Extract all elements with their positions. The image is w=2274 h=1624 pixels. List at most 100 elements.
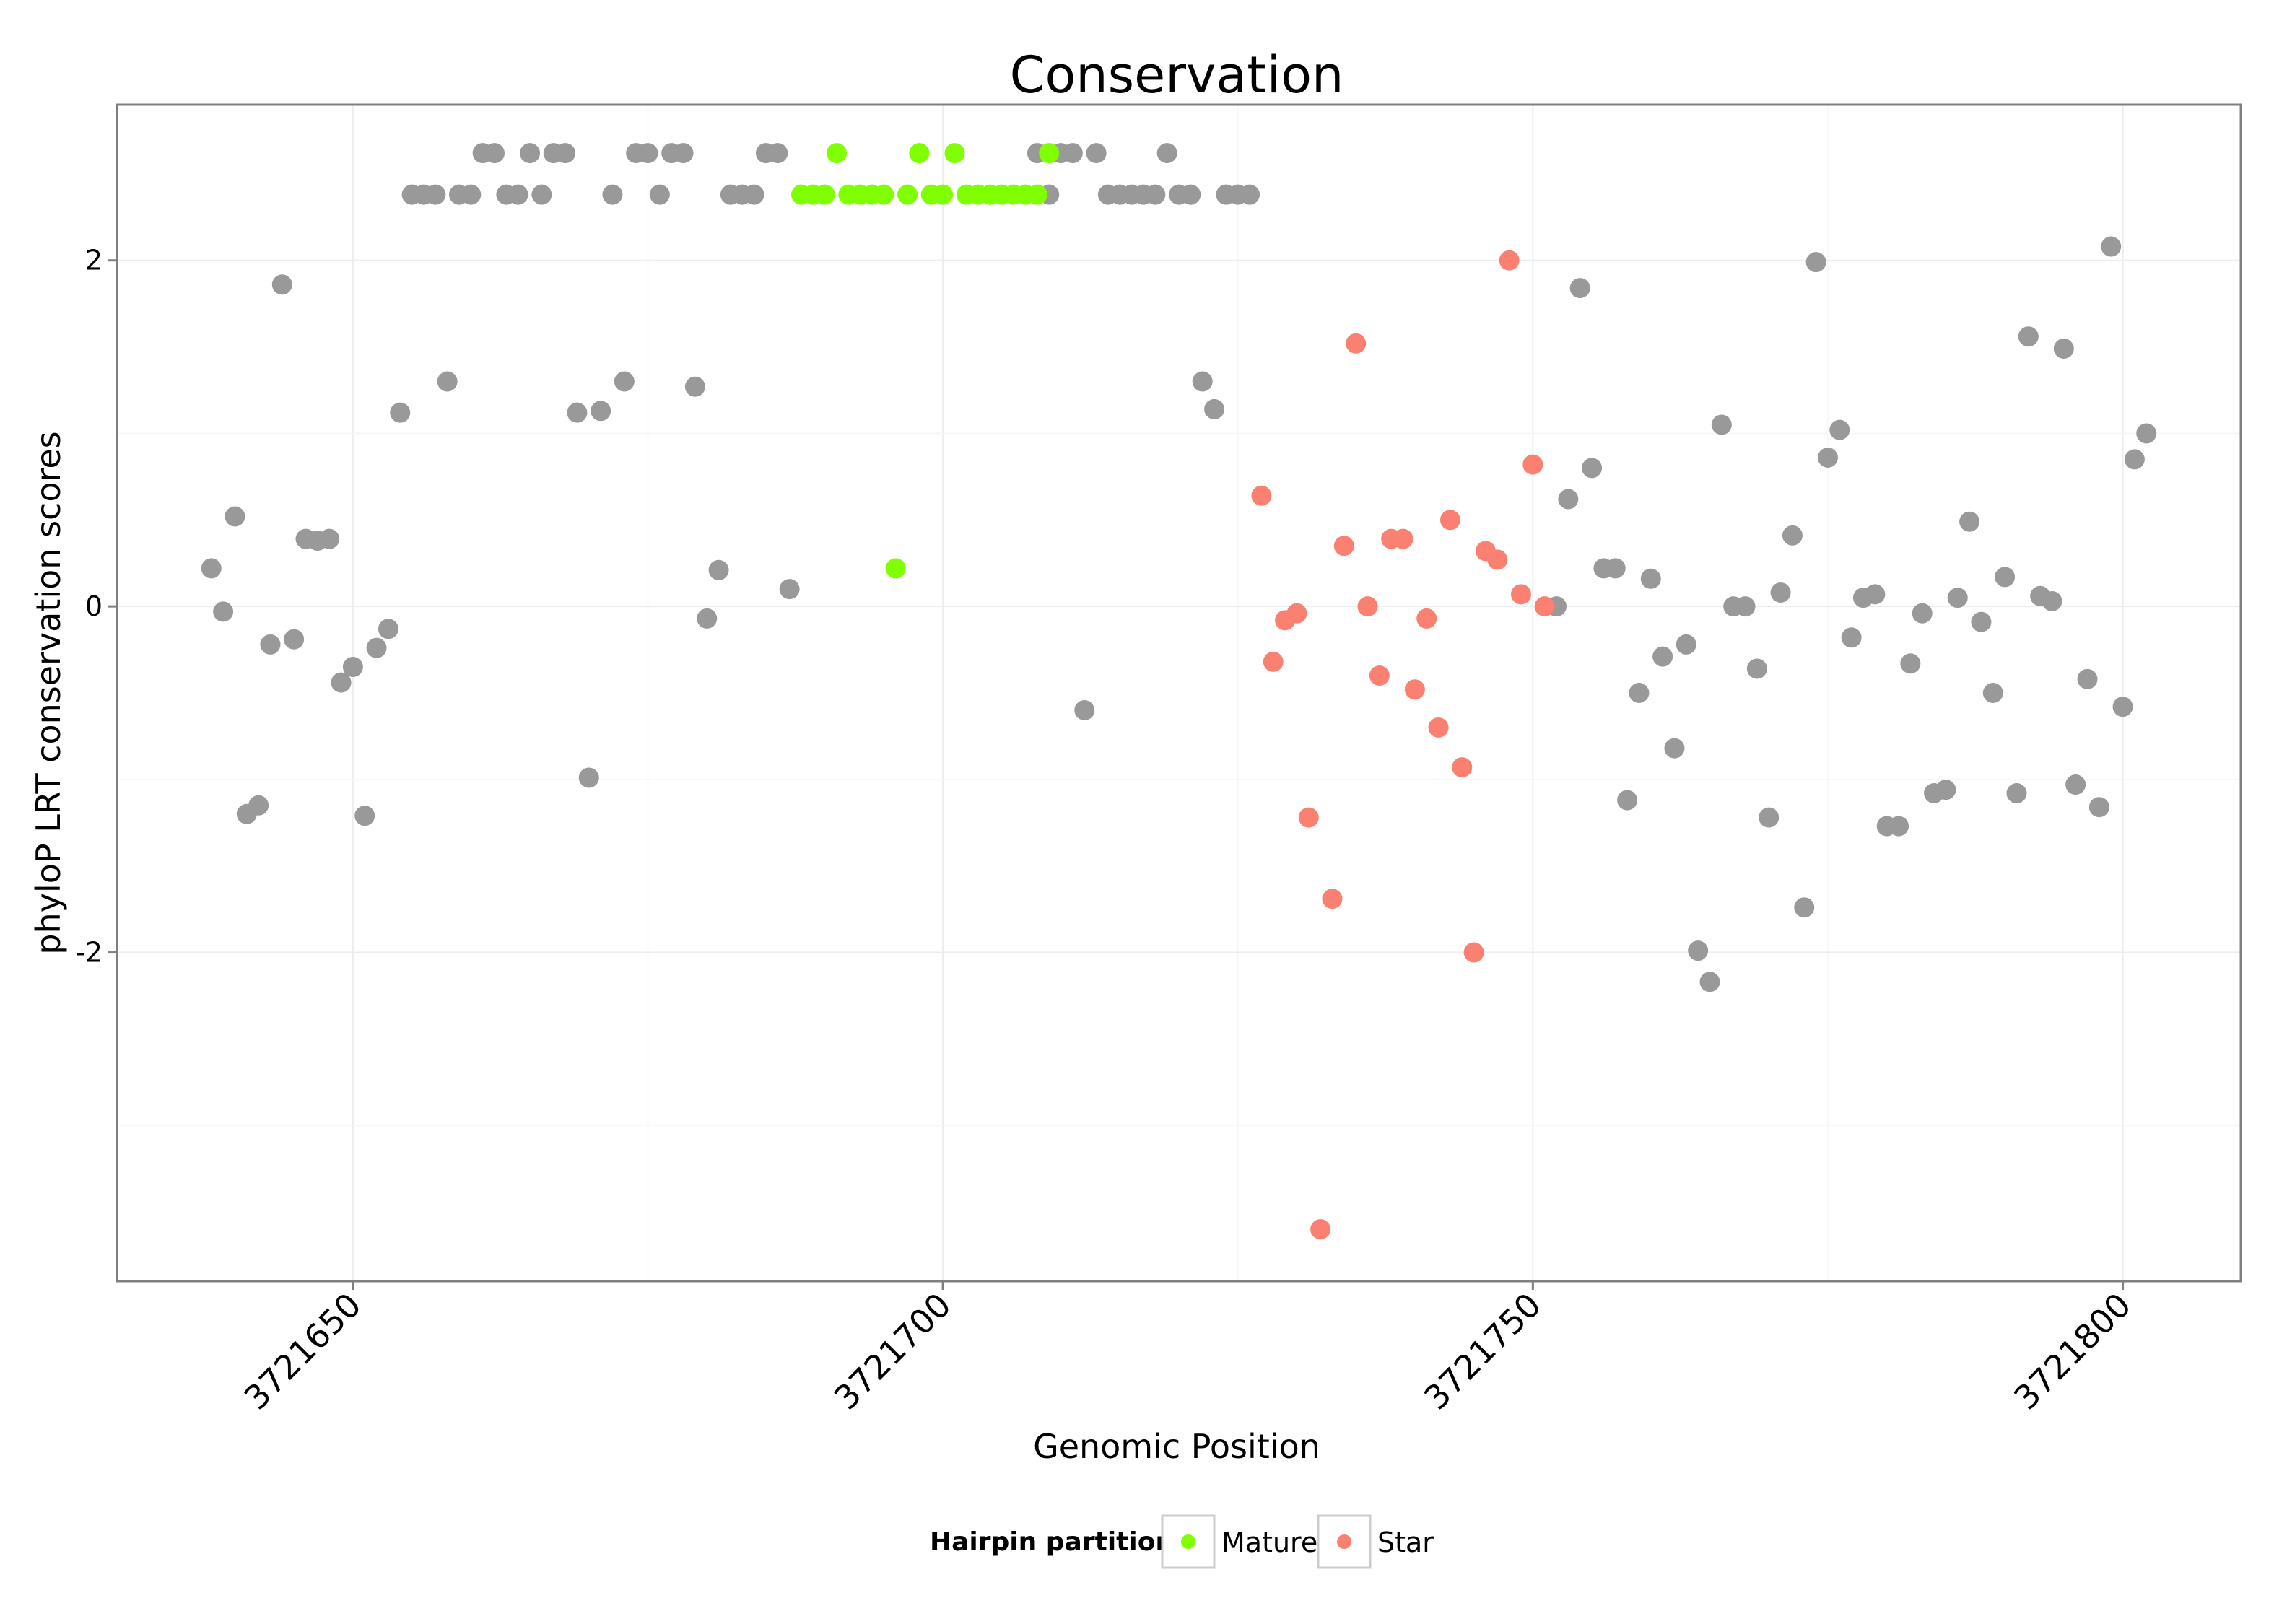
point-other [1086,143,1107,164]
point-other [390,402,411,423]
point-star [1499,250,1520,271]
point-other [1699,972,1720,992]
point-other [461,184,482,205]
point-star [1393,528,1413,549]
point-other [578,767,599,788]
point-other [378,619,398,639]
legend-label-mature: Mature [1221,1527,1317,1558]
point-star [1487,549,1508,570]
x-tick-label: 3721650 [237,1285,369,1418]
point-other [1240,184,1260,205]
point-star [1369,665,1390,686]
point-other [1582,458,1603,479]
point-other [319,528,340,549]
point-other [1971,611,1992,632]
point-other [1865,584,1886,605]
point-other [1629,683,1650,703]
point-other [2077,668,2098,689]
point-other [602,184,623,205]
chart-title: Conservation [1010,45,1344,105]
point-star [1428,717,1449,738]
point-other [555,143,576,164]
point-other [1711,414,1732,435]
point-other [260,634,281,655]
point-other [531,184,552,205]
point-star [1522,454,1543,475]
point-star [1263,651,1284,672]
y-tick-label: 0 [85,590,103,622]
point-other [1770,582,1791,603]
point-other [1889,816,1909,837]
x-axis-title: Genomic Position [1033,1427,1320,1466]
point-mature [814,184,835,205]
point-other [271,274,292,295]
point-other [225,506,245,527]
point-other [1156,143,1177,164]
point-other [213,601,234,622]
point-star [1463,942,1484,963]
point-other [1912,603,1933,624]
point-other [1947,588,1968,608]
point-other [779,579,800,600]
point-mature [827,143,848,164]
point-other [331,672,352,693]
point-other [1180,184,1201,205]
point-mature [933,184,954,205]
y-tick-label: 2 [85,245,103,276]
point-other [437,371,458,392]
point-other [2088,797,2109,818]
point-other [1664,738,1685,759]
point-mature [909,143,930,164]
point-other [1605,558,1626,579]
point-other [2053,338,2074,359]
point-mature [885,558,906,579]
point-other [567,402,588,423]
point-other [684,376,705,397]
point-other [1558,489,1579,510]
data-points [201,143,2157,1240]
point-other [2112,697,2133,717]
x-tick-label: 3721700 [827,1285,959,1418]
point-other [708,559,729,580]
point-other [591,401,611,422]
point-other [1074,699,1095,720]
point-other [1900,653,1921,674]
point-star [1357,596,1378,617]
point-other [2065,774,2086,795]
point-other [614,371,635,392]
point-star [1534,596,1555,617]
point-other [673,143,694,164]
point-other [697,608,718,629]
point-other [1959,511,1980,532]
point-other [2006,783,2027,804]
point-other [1829,419,1850,440]
point-star [1404,679,1425,700]
point-other [1759,807,1779,828]
point-other [507,184,528,205]
point-other [1995,567,2016,588]
point-other [484,143,505,164]
point-star [1346,333,1367,354]
legend-label-star: Star [1377,1527,1434,1558]
point-star [1452,757,1473,778]
point-other [1145,184,1166,205]
point-other [248,795,269,816]
point-other [1735,596,1756,617]
point-other [649,184,670,205]
point-other [1841,627,1862,648]
y-axis-title: phyloP LRT conservation scores [29,431,68,954]
point-other [425,184,446,205]
point-other [1676,634,1696,655]
point-other [342,657,363,678]
point-mature [874,184,894,205]
point-other [1746,658,1767,679]
point-other [2124,449,2145,470]
point-other [1640,568,1661,589]
point-mature [1027,184,1047,205]
point-mature [944,143,965,164]
point-other [1688,940,1709,961]
point-mature [1039,143,1060,164]
y-tick-label: -2 [75,937,103,969]
point-star [1298,807,1319,828]
